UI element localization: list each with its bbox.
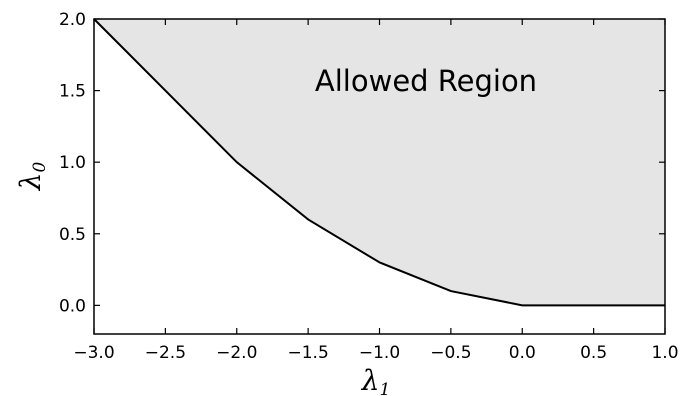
x-tick-label: −1.5 (287, 343, 328, 363)
x-tick-label: −2.5 (145, 343, 186, 363)
x-tick-label: −3.0 (73, 343, 114, 363)
y-axis-label: λ0 (14, 162, 50, 192)
allowed-region-fill (94, 19, 665, 306)
x-tick-label: −2.0 (216, 343, 257, 363)
x-tick-label: 0.5 (580, 343, 607, 363)
y-tick-label: 0.0 (59, 296, 86, 316)
y-tick-label: 1.0 (59, 153, 86, 173)
x-tick-label: −0.5 (430, 343, 471, 363)
y-tick-label: 2.0 (59, 10, 86, 30)
axis-ticks: −3.0 −2.5 −2.0 −1.5 −1.0 −0.5 0.0 0.5 1.0 0.0 0.5 1… (59, 10, 679, 363)
allowed-region-annotation: Allowed Region (315, 64, 537, 98)
x-tick-label: 1.0 (651, 343, 678, 363)
y-tick-label: 0.5 (59, 225, 86, 245)
x-tick-label: 0.0 (509, 343, 536, 363)
y-tick-label: 1.5 (59, 82, 86, 102)
x-tick-label: −1.0 (359, 343, 400, 363)
x-axis-label: λ1 (361, 364, 391, 396)
